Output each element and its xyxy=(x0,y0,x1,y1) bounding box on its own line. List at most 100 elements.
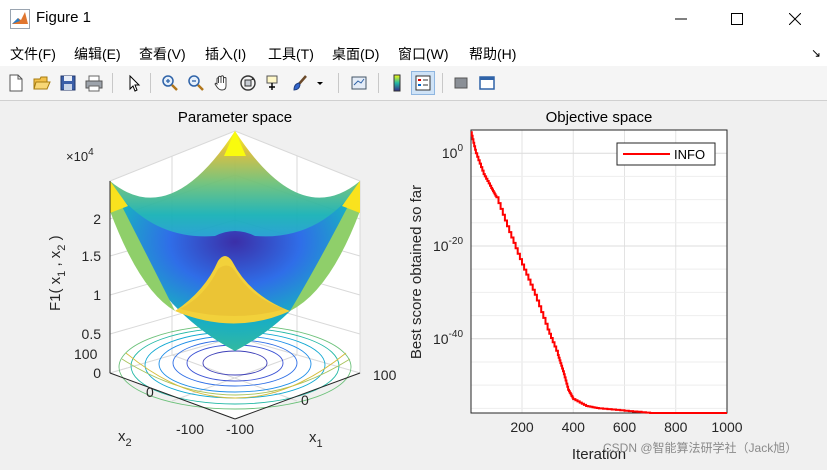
link-plot-icon xyxy=(351,76,367,90)
edit-plot-button[interactable] xyxy=(122,71,146,95)
minimize-button[interactable] xyxy=(654,0,708,38)
x2-tick: 0 xyxy=(146,384,154,400)
show-tools-button[interactable] xyxy=(475,71,499,95)
toolbar-separator xyxy=(442,73,443,93)
hide-tools-button[interactable] xyxy=(449,71,473,95)
pan-icon xyxy=(214,75,227,91)
x1-tick: 100 xyxy=(373,367,397,383)
z-axis-label: F1( x1 , x2 ) xyxy=(47,235,68,311)
x1-axis-label: x1 xyxy=(309,429,323,450)
save-button[interactable] xyxy=(56,71,80,95)
save-icon xyxy=(60,75,76,91)
menu-bar: 文件(F) 编辑(E) 查看(V) 插入(I) 工具(T) 桌面(D) 窗口(W… xyxy=(0,38,827,66)
y-tick-label: 100 xyxy=(442,143,464,161)
menu-help[interactable]: 帮助(H) xyxy=(469,46,517,62)
print-icon xyxy=(85,75,103,92)
legend-button[interactable] xyxy=(411,71,435,95)
data-cursor-icon xyxy=(266,75,278,90)
legend-icon xyxy=(415,75,431,91)
menu-edit[interactable]: 编辑(E) xyxy=(74,46,121,62)
x-tick-label: 200 xyxy=(510,419,534,435)
menu-view[interactable]: 查看(V) xyxy=(139,46,186,62)
zoom-in-icon xyxy=(162,75,178,91)
menu-window[interactable]: 窗口(W) xyxy=(398,46,449,62)
x-ticks: 200 400 600 800 1000 xyxy=(510,419,742,435)
menu-tools[interactable]: 工具(T) xyxy=(268,46,314,62)
brush-icon xyxy=(293,75,307,91)
left-plot-title: Parameter space xyxy=(178,109,292,126)
watermark: CSDN @智能算法研学社（Jack旭） xyxy=(603,440,797,455)
data-cursor-button[interactable] xyxy=(262,71,286,95)
rotate-3d-button[interactable] xyxy=(236,71,260,95)
info-series-line xyxy=(470,131,727,414)
maximize-button[interactable] xyxy=(710,0,764,38)
colorbar-icon xyxy=(393,74,401,92)
new-figure-button[interactable] xyxy=(4,71,28,95)
toolbar xyxy=(0,66,827,101)
menu-desktop[interactable]: 桌面(D) xyxy=(332,46,380,62)
x-tick-label: 1000 xyxy=(711,419,742,435)
brush-dropdown[interactable] xyxy=(312,71,328,95)
toolbar-separator xyxy=(150,73,151,93)
matlab-logo-icon xyxy=(10,9,30,29)
minimize-icon xyxy=(675,18,687,20)
z-tick: 2 xyxy=(93,211,101,227)
x1-tick: -100 xyxy=(226,421,254,437)
menu-insert[interactable]: 插入(I) xyxy=(205,46,247,62)
right-plot-title: Objective space xyxy=(546,109,653,126)
right-plot-frame xyxy=(470,129,728,414)
figure-canvas: 0 0.5 1 1.5 2 ×104 100 0 -100 -100 0 xyxy=(0,101,827,465)
chevron-down-icon xyxy=(317,82,323,85)
x-tick-label: 400 xyxy=(562,419,586,435)
z-tick: 0 xyxy=(93,365,101,381)
x1-tick-labels: -100 0 100 xyxy=(226,367,397,437)
left-axes: 0 0.5 1 1.5 2 ×104 100 0 -100 -100 0 xyxy=(47,109,397,450)
toolbar-separator xyxy=(338,73,339,93)
show-tools-icon xyxy=(479,76,495,90)
maximize-icon xyxy=(731,13,743,25)
zoom-in-button[interactable] xyxy=(158,71,182,95)
colorbar-button[interactable] xyxy=(385,71,409,95)
x-tick-label: 600 xyxy=(613,419,637,435)
x2-axis-label: x2 xyxy=(118,428,132,449)
z-exponent-label: ×104 xyxy=(66,147,94,164)
close-button[interactable] xyxy=(768,0,822,38)
z-tick: 0.5 xyxy=(82,326,102,342)
legend[interactable]: INFO xyxy=(616,142,716,166)
link-plot-button[interactable] xyxy=(347,71,371,95)
zoom-out-icon xyxy=(188,75,204,91)
surface xyxy=(110,131,360,351)
dock-arrow-icon[interactable]: ↘ xyxy=(810,46,821,60)
hide-tools-icon xyxy=(454,77,468,89)
y-ticks: 100 10-20 10-40 xyxy=(433,143,463,347)
menu-file[interactable]: 文件(F) xyxy=(10,46,56,62)
close-icon xyxy=(789,13,801,25)
window-title: Figure 1 xyxy=(36,9,92,26)
print-button[interactable] xyxy=(82,71,106,95)
x2-tick: -100 xyxy=(176,421,204,437)
open-file-button[interactable] xyxy=(30,71,54,95)
brush-button[interactable] xyxy=(288,71,312,95)
y-tick-label: 10-20 xyxy=(433,236,463,254)
y-axis-label: Best score obtained so far xyxy=(408,185,425,359)
z-tick: 1 xyxy=(93,287,101,303)
new-figure-icon xyxy=(9,74,23,92)
title-bar: Figure 1 xyxy=(0,0,827,38)
pan-button[interactable] xyxy=(210,71,234,95)
y-tick-label: 10-40 xyxy=(433,329,463,347)
x1-tick: 0 xyxy=(301,392,309,408)
figure-svg: 0 0.5 1 1.5 2 ×104 100 0 -100 -100 0 xyxy=(47,109,797,463)
x2-tick: 100 xyxy=(74,346,98,362)
zoom-out-button[interactable] xyxy=(184,71,208,95)
right-plot-area xyxy=(471,130,727,413)
x-tick-label: 800 xyxy=(664,419,688,435)
x-axis-label: Iteration xyxy=(572,446,626,463)
open-file-icon xyxy=(33,76,51,90)
left-axis-lines xyxy=(109,181,361,420)
edit-plot-icon xyxy=(129,74,141,92)
right-axes: 200 400 600 800 1000 100 10-20 10-40 INFO Obje… xyxy=(408,109,743,463)
legend-label: INFO xyxy=(674,147,705,162)
z-tick: 1.5 xyxy=(82,248,102,264)
rotate-3d-icon xyxy=(240,75,256,91)
